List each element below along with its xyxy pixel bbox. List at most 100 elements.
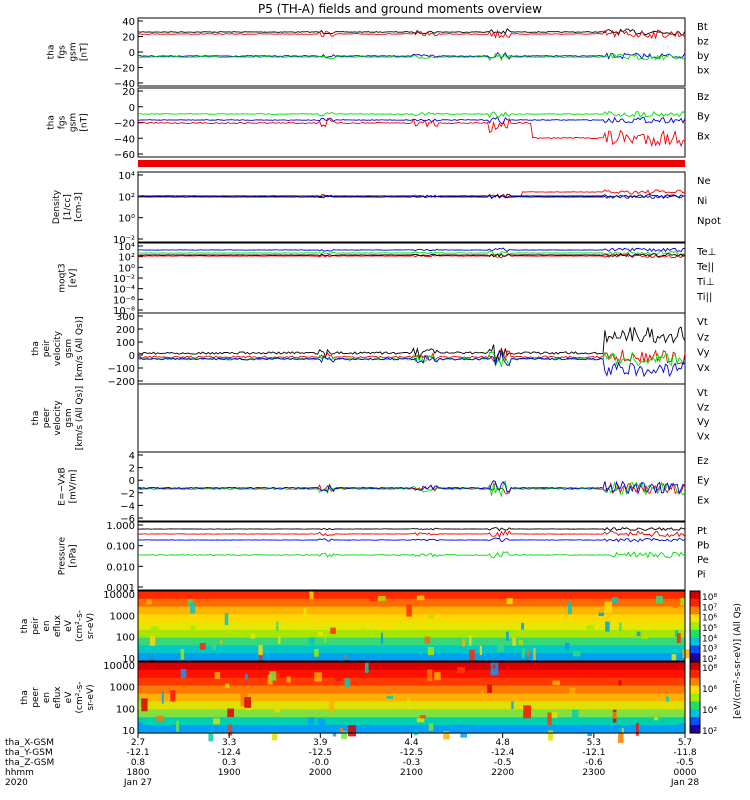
- spectrum-patch: [420, 715, 426, 719]
- footer-value: 2300: [582, 768, 605, 778]
- spectrum-patch: [276, 673, 280, 682]
- panel-vel_e: thapeervelocitygsm[km/s (All Qs)] Vt Vz Vy V…: [31, 383, 710, 453]
- panel-frame-temp: [137, 242, 686, 314]
- spectrum-patch: [526, 649, 530, 657]
- ylabel-line: [nPa]: [69, 544, 79, 567]
- spectrum-patch: [671, 654, 677, 663]
- footer-value: -12.4: [491, 748, 515, 758]
- spectrum-patch: [618, 732, 624, 743]
- colorbar-segment: [690, 677, 700, 687]
- ytick-label: 100: [116, 633, 135, 644]
- ylabel-line: gsm: [69, 42, 79, 61]
- panel-pressure: Pressure[nPa] 1.000 0.100 0.010 0.001 Pt Pb Pe P…: [58, 521, 710, 594]
- ytick-label: −100: [108, 364, 135, 375]
- spectrum-patch: [469, 635, 472, 646]
- colorbar-segment: [690, 606, 700, 615]
- spectrum-patch: [244, 673, 248, 680]
- ylabel-line: sr-eV): [86, 613, 96, 639]
- legend-Vx: Vx: [697, 363, 710, 374]
- colorbar-tick: 10⁴: [702, 634, 717, 644]
- ytick-label: 0.010: [106, 562, 135, 573]
- panel-frame-density: [137, 171, 686, 243]
- ytick-label: −60: [114, 150, 135, 161]
- ylabel-line: eflux: [53, 614, 63, 637]
- footer-value: -12.1: [126, 748, 149, 758]
- colorbar-segment: [690, 662, 700, 671]
- series-Pe: [137, 551, 686, 559]
- ytick-label: 100: [116, 338, 135, 349]
- footer-value: -0.5: [494, 758, 512, 768]
- footer-value: -12.1: [582, 748, 605, 758]
- ytick-label: 10: [122, 726, 135, 737]
- colorbar-segment: [690, 693, 700, 703]
- spectrum-patch: [479, 645, 482, 656]
- spectrum-patch: [572, 651, 581, 657]
- ylabel-line: [nT]: [80, 113, 90, 131]
- legend-Vy: Vy: [697, 348, 710, 359]
- spectrum-patch: [332, 724, 337, 737]
- series-Ti: [137, 247, 686, 253]
- series-Vt: [137, 326, 686, 363]
- series-bz: [137, 29, 686, 40]
- ytick-label: 0: [129, 476, 135, 487]
- ylabel-fgs_gse: thafgsgsm[nT]: [47, 113, 90, 132]
- spectrum-band: [138, 669, 685, 679]
- spectrum-patch: [598, 612, 604, 617]
- spectrum-patch: [170, 690, 176, 702]
- ytick-label: 2: [129, 464, 135, 475]
- spectrum-patch: [571, 709, 579, 723]
- series-By: [137, 110, 686, 119]
- footer-value: 3.9: [313, 738, 328, 748]
- legend-bx: bx: [697, 66, 709, 77]
- ylabel-line: [km/s (All Qs)]: [75, 386, 85, 450]
- ylabel-line: peir: [42, 339, 52, 357]
- colorbar-tick: 10³: [702, 645, 717, 655]
- spectrum-patch: [286, 676, 291, 683]
- ylabel-line: fgs: [58, 45, 68, 59]
- spectrum-patch: [469, 649, 475, 661]
- ylabel-line: Density: [52, 189, 62, 224]
- spectrum-patch: [416, 717, 425, 723]
- spectrum-band: [138, 629, 685, 639]
- spectrum-patch: [149, 636, 156, 646]
- panel-frame-efield: [137, 451, 686, 522]
- spectrum-patch: [224, 613, 229, 626]
- footer-value: 0000: [674, 768, 697, 778]
- ylabel-spec_i: thapeirenefluxeV(cm²-s-sr-eV): [20, 610, 96, 642]
- legend-Bz: Bz: [697, 92, 709, 103]
- ytick-label: −4: [120, 501, 135, 512]
- spectrum-patch: [407, 697, 411, 711]
- footer-value: 4.4: [404, 738, 419, 748]
- spectrum-patch: [190, 602, 196, 614]
- colorbar-segment: [690, 669, 700, 679]
- ylabel-line: peer: [42, 407, 52, 428]
- spectrum-patch: [521, 648, 525, 659]
- ytick-label: 40: [122, 17, 135, 28]
- ytick-label: 10²: [118, 253, 135, 264]
- spectrum-patch: [621, 728, 624, 737]
- spectrum-patch: [211, 643, 217, 650]
- series-Vy: [137, 351, 686, 368]
- legend-bz: bz: [697, 37, 709, 48]
- legend-Pe: Pe: [697, 555, 709, 566]
- colorbar-segment: [690, 717, 700, 726]
- spectrum-patch: [317, 718, 326, 728]
- spectrum-patch: [348, 725, 357, 737]
- colorbar-tick: 10⁴: [702, 706, 717, 716]
- legend-Vz: Vz: [697, 403, 709, 414]
- spectrum-patch: [258, 645, 263, 656]
- spectrum-patch: [443, 731, 450, 740]
- spectrum-patch: [490, 662, 499, 676]
- footer-value: 5.3: [587, 738, 601, 748]
- legend-Ez: Ez: [697, 456, 709, 467]
- panel-frame: [137, 590, 686, 662]
- ylabel-line: peir: [31, 617, 41, 635]
- spectrum-patch: [492, 664, 496, 669]
- spectrum-patch: [309, 591, 314, 600]
- ytick-label: −20: [114, 119, 135, 130]
- ylabel-line: en: [42, 692, 52, 703]
- spectrum-patch: [141, 698, 148, 712]
- spectrum-patch: [274, 704, 281, 713]
- spectrum-patch: [569, 687, 576, 697]
